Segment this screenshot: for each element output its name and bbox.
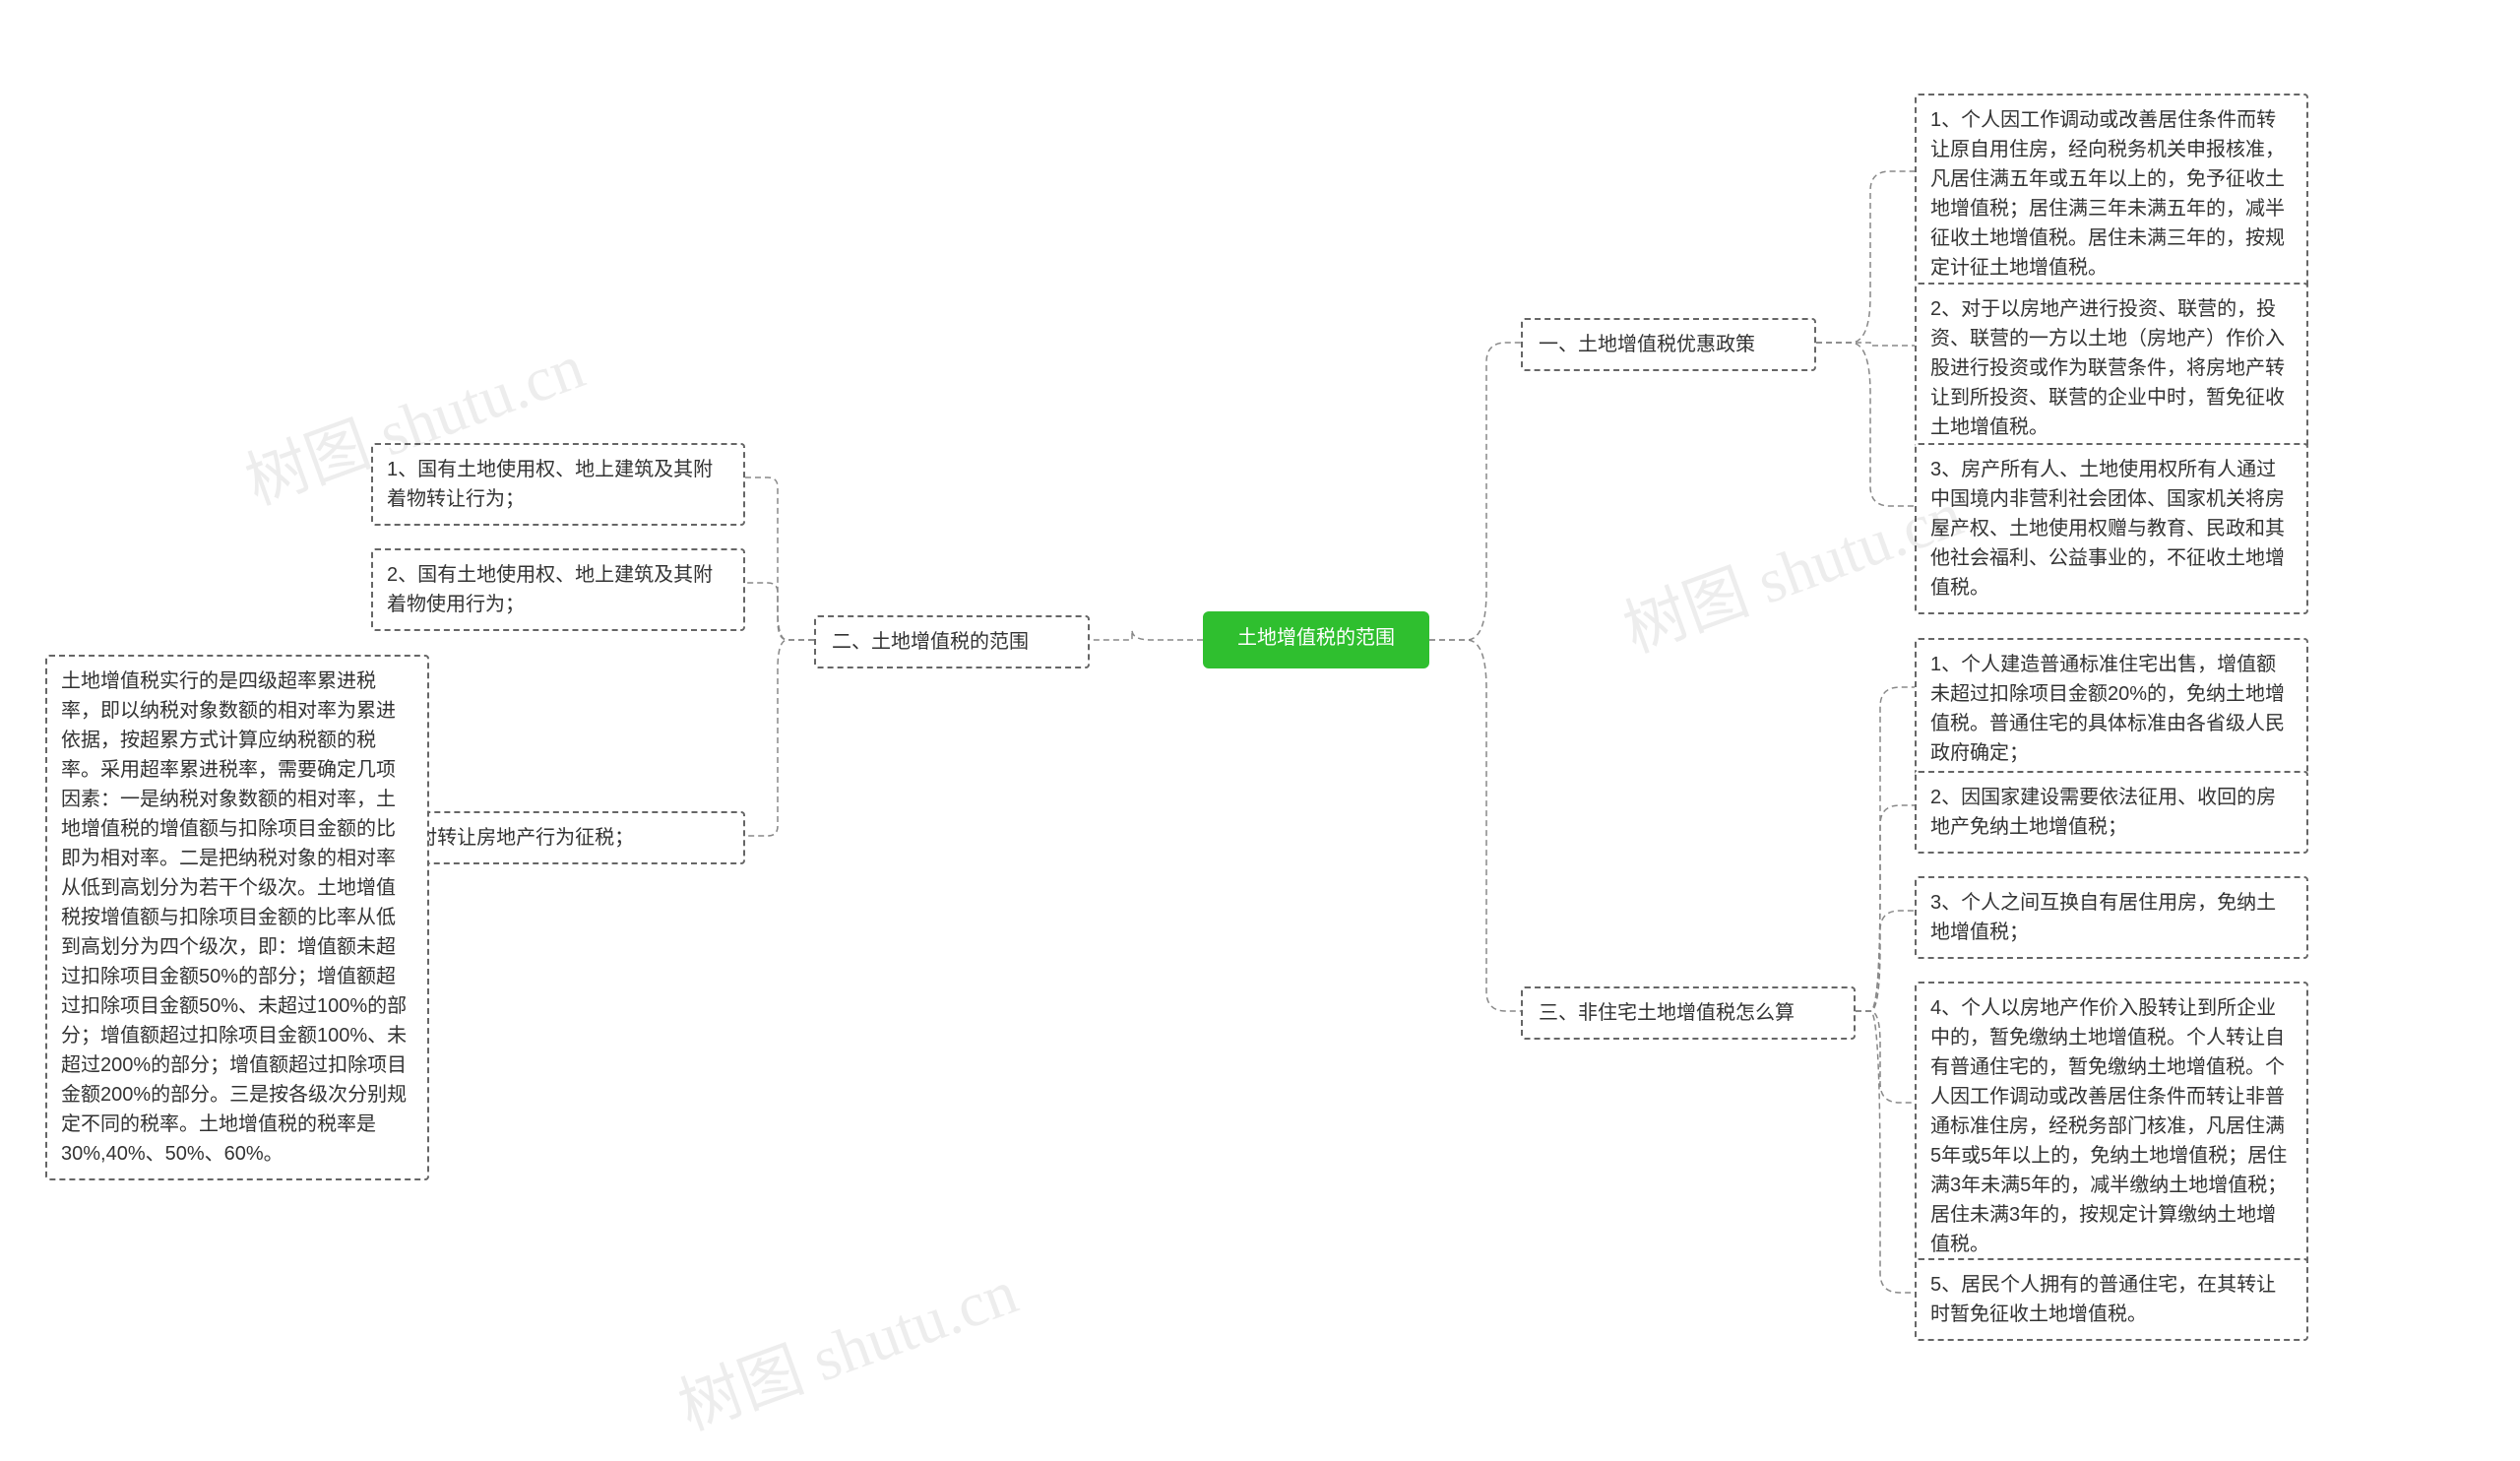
leaf-text: 2、因国家建设需要依法征用、收回的房地产免纳土地增值税； <box>1930 787 2276 838</box>
connector <box>1856 687 1915 1011</box>
connector <box>745 477 814 640</box>
branch-label: 二、土地增值税的范围 <box>832 631 1029 653</box>
leaf-text: 3、个人之间互换自有居住用房，免纳土地增值税； <box>1930 892 2276 943</box>
mindmap-canvas: 土地增值税的范围 二、土地增值税的范围 1、国有土地使用权、地上建筑及其附着物转… <box>0 0 2520 1461</box>
branch-node[interactable]: 三、非住宅土地增值税怎么算 <box>1521 986 1856 1040</box>
connector <box>1816 171 1915 343</box>
branch-label: 一、土地增值税优惠政策 <box>1539 334 1755 355</box>
connector <box>1856 805 1915 1011</box>
leaf-node[interactable]: 2、因国家建设需要依法征用、收回的房地产免纳土地增值税； <box>1915 771 2308 854</box>
connector <box>1090 630 1203 640</box>
connector <box>745 640 814 836</box>
branch-node[interactable]: 一、土地增值税优惠政策 <box>1521 318 1816 371</box>
leaf-text: 2、国有土地使用权、地上建筑及其附着物使用行为； <box>387 564 713 615</box>
leaf-text: 1、个人因工作调动或改善居住条件而转让原自用住房，经向税务机关申报核准，凡居住满… <box>1930 109 2285 279</box>
connector <box>1856 911 1915 1011</box>
branch-label: 三、非住宅土地增值税怎么算 <box>1539 1002 1795 1024</box>
leaf-node[interactable]: 4、个人以房地产作价入股转让到所企业中的，暂免缴纳土地增值税。个人转让自有普通住… <box>1915 982 2308 1271</box>
connector <box>1816 343 1915 506</box>
watermark: 树图 shutu.cn <box>664 1241 1028 1447</box>
leaf-text: 1、个人建造普通标准住宅出售，增值额未超过扣除项目金额20%的，免纳土地增值税。… <box>1930 654 2285 764</box>
leaf-text: 1、国有土地使用权、地上建筑及其附着物转让行为； <box>387 459 713 510</box>
leaf-node[interactable]: 1、个人建造普通标准住宅出售，增值额未超过扣除项目金额20%的，免纳土地增值税。… <box>1915 638 2308 780</box>
leaf-text: 土地增值税实行的是四级超率累进税率，即以纳税对象数额的相对率为累进依据，按超累方… <box>61 670 407 1165</box>
connector <box>1429 640 1521 1011</box>
leaf-text: 3、房产所有人、土地使用权所有人通过中国境内非营利社会团体、国家机关将房屋产权、… <box>1930 459 2285 599</box>
connector <box>1856 1011 1915 1103</box>
leaf-node[interactable]: 2、对于以房地产进行投资、联营的，投资、联营的一方以土地（房地产）作价入股进行投… <box>1915 283 2308 454</box>
leaf-node[interactable]: 5、居民个人拥有的普通住宅，在其转让时暂免征收土地增值税。 <box>1915 1258 2308 1341</box>
leaf-node[interactable]: 3、房产所有人、土地使用权所有人通过中国境内非营利社会团体、国家机关将房屋产权、… <box>1915 443 2308 614</box>
leaf-text: 5、居民个人拥有的普通住宅，在其转让时暂免征收土地增值税。 <box>1930 1274 2276 1325</box>
leaf-node[interactable]: 3、个人之间互换自有居住用房，免纳土地增值税； <box>1915 876 2308 959</box>
leaf-node[interactable]: 土地增值税实行的是四级超率累进税率，即以纳税对象数额的相对率为累进依据，按超累方… <box>45 655 429 1180</box>
leaf-text: 4、个人以房地产作价入股转让到所企业中的，暂免缴纳土地增值税。个人转让自有普通住… <box>1930 997 2287 1255</box>
root-label: 土地增值税的范围 <box>1237 627 1395 649</box>
root-node[interactable]: 土地增值税的范围 <box>1203 611 1429 668</box>
leaf-text: 2、对于以房地产进行投资、联营的，投资、联营的一方以土地（房地产）作价入股进行投… <box>1930 298 2285 438</box>
leaf-node[interactable]: 1、国有土地使用权、地上建筑及其附着物转让行为； <box>371 443 745 526</box>
leaf-node[interactable]: 2、国有土地使用权、地上建筑及其附着物使用行为； <box>371 548 745 631</box>
leaf-node[interactable]: 1、个人因工作调动或改善居住条件而转让原自用住房，经向税务机关申报核准，凡居住满… <box>1915 94 2308 294</box>
connector <box>1816 343 1915 346</box>
connector <box>745 583 814 640</box>
connector <box>1856 1011 1915 1293</box>
branch-scope[interactable]: 二、土地增值税的范围 <box>814 615 1090 668</box>
connector <box>1429 343 1521 640</box>
